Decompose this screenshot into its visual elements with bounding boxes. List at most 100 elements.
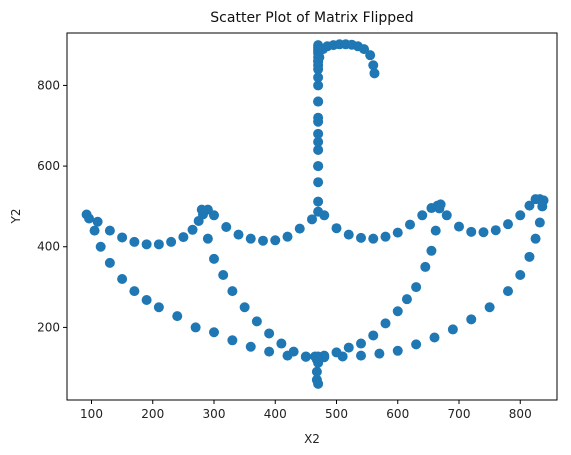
data-point [264,328,275,339]
data-point [368,60,379,71]
data-point [374,348,385,359]
x-tick-label: 700 [448,407,471,421]
data-point [197,209,208,220]
data-point [411,282,422,293]
data-point [524,200,535,211]
data-point [369,68,380,79]
data-point [209,210,219,221]
data-point [392,227,403,238]
data-point [454,221,464,232]
data-point [84,213,95,224]
data-point [294,223,305,234]
data-point [426,245,437,256]
data-point [466,226,477,237]
data-point [129,286,140,297]
data-point [245,233,256,244]
data-point [89,225,100,236]
data-point [202,233,213,244]
data-point [503,219,513,230]
data-point [282,231,293,242]
data-point [515,210,526,221]
data-point [221,221,232,232]
x-tick-label: 600 [386,407,409,421]
data-point [392,306,403,317]
x-tick-label: 100 [80,407,103,421]
x-tick-label: 500 [325,407,348,421]
data-point [417,210,428,221]
y-tick-label: 800 [37,78,60,92]
y-axis-label: Y2 [9,209,23,225]
data-point [270,235,281,246]
data-point [153,302,164,313]
data-point [153,239,164,250]
data-point [313,116,324,127]
data-point [258,235,268,246]
y-tick-label: 200 [37,320,60,334]
data-point [434,203,445,214]
data-point [365,50,376,61]
data-point [239,302,250,313]
data-point [447,324,458,335]
x-axis-label: X2 [304,432,320,446]
data-point [117,232,128,243]
data-point [104,257,115,268]
data-point [104,225,115,236]
data-point [313,72,324,83]
data-point [430,225,441,236]
x-tick-label: 200 [141,407,164,421]
data-point [313,196,324,207]
data-point [300,351,311,362]
y-tick-label: 400 [37,240,60,254]
data-point [245,341,256,352]
data-point [313,177,324,188]
data-point [343,342,354,353]
data-point [313,136,324,147]
data-point [141,239,152,250]
data-point [368,330,379,341]
data-point [359,44,370,55]
data-point [129,236,140,247]
data-point [166,236,177,247]
data-point [401,294,412,305]
y-tick-label: 600 [37,159,60,173]
data-point [251,316,262,327]
data-point [429,332,440,343]
data-point [534,217,545,228]
x-tick-label: 400 [264,407,287,421]
data-point [515,269,526,280]
data-point [331,223,342,234]
x-tick-label: 800 [509,407,532,421]
data-point [313,96,324,107]
data-point [411,339,422,350]
data-point [356,232,366,243]
data-point [233,229,244,240]
data-point [141,294,152,305]
data-point [380,318,391,329]
data-point [172,311,183,322]
data-point [178,232,189,243]
data-point [190,322,201,333]
data-point [227,286,238,297]
data-points [81,39,549,389]
data-point [264,346,275,357]
data-point [441,210,452,221]
data-point [313,357,324,368]
data-point [218,269,229,280]
chart-title: Scatter Plot of Matrix Flipped [210,10,413,26]
data-point [276,338,287,349]
data-point [356,338,366,349]
y-axis-ticks: 200 400 600 800 [37,78,67,334]
data-point [466,314,477,325]
data-point [227,335,238,346]
data-point [405,219,415,230]
data-point [490,225,501,236]
data-point [356,350,366,361]
data-point [313,161,324,172]
data-point [478,227,489,238]
data-point [209,253,219,264]
data-point [209,327,219,338]
data-point [288,346,299,357]
data-point [92,216,103,227]
data-point [313,80,324,91]
data-point [503,286,513,297]
